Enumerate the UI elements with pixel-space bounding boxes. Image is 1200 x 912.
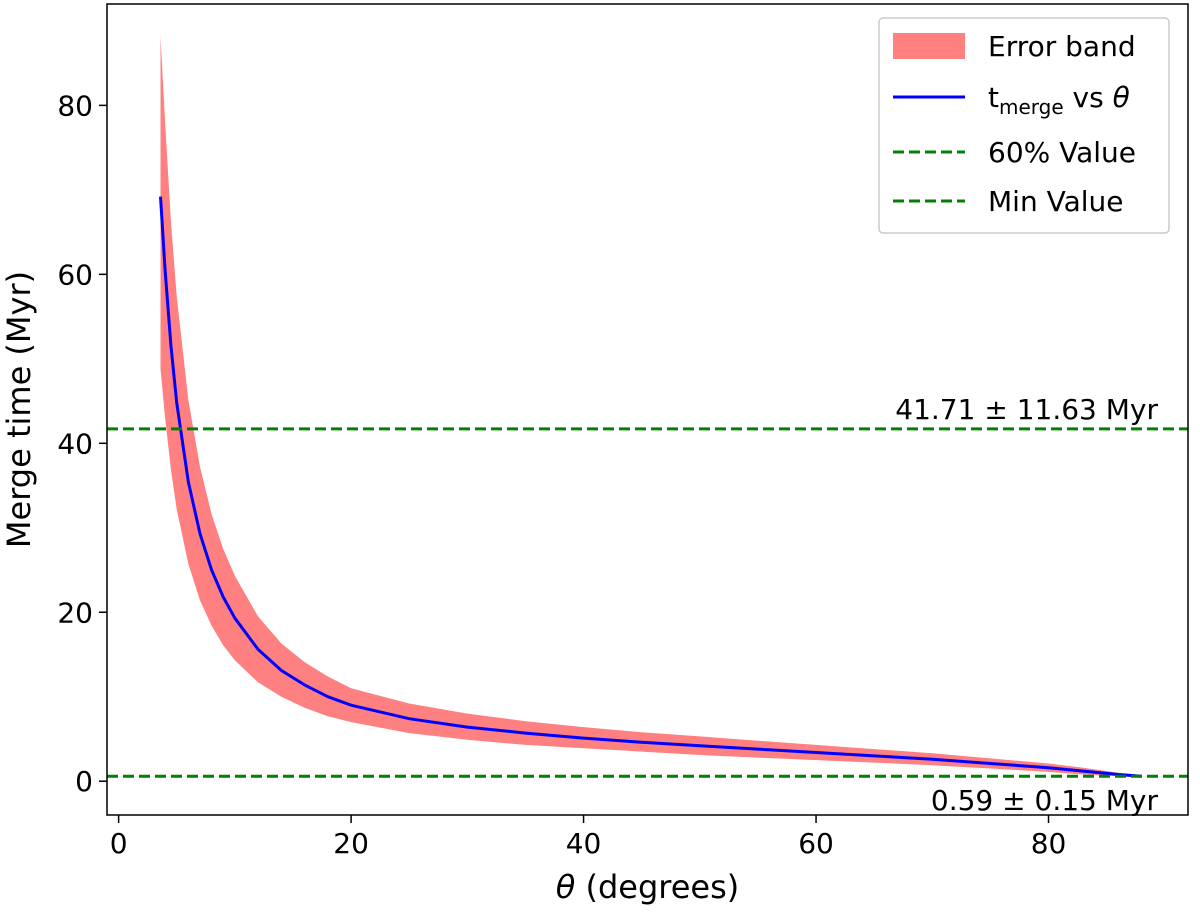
legend-label-curve-main: t	[988, 81, 999, 114]
legend-box	[878, 17, 1170, 234]
legend-label-curve-rest: vs	[1064, 81, 1113, 114]
legend-swatch-error-band	[893, 33, 965, 59]
x-axis-label-symbol: θ	[556, 868, 576, 906]
x-axis-label-text: (degrees)	[575, 868, 739, 906]
curve-layer	[159, 196, 1142, 778]
legend-label-min: Min Value	[988, 185, 1123, 218]
merge-time-curve	[159, 196, 1142, 778]
x-tick-label-80: 80	[1031, 827, 1067, 860]
legend-label-60pct: 60% Value	[988, 136, 1136, 169]
y-tick-label-0: 0	[75, 765, 93, 798]
legend: Error band tmerge vs θ 60% Value Min Val…	[878, 17, 1170, 234]
hline-layer	[107, 427, 1188, 778]
legend-label-curve-symbol: θ	[1113, 81, 1130, 114]
x-axis-label: θ (degrees)	[556, 868, 740, 906]
plot-frame	[106, 3, 1189, 816]
y-axis-label: Merge time (Myr)	[0, 271, 38, 548]
hline-annotation-min: 0.59 ± 0.15 Myr	[931, 784, 1159, 817]
tick-layer: 0 20 40 60 80 0 20 40 60 80	[57, 89, 1066, 860]
legend-label-curve: tmerge vs θ	[988, 81, 1130, 119]
x-tick-label-0: 0	[110, 827, 128, 860]
x-tick-label-20: 20	[333, 827, 369, 860]
y-tick-label-80: 80	[57, 89, 93, 122]
x-tick-label-40: 40	[566, 827, 602, 860]
y-tick-label-60: 60	[57, 258, 93, 291]
x-tick-label-60: 60	[798, 827, 834, 860]
legend-label-error-band: Error band	[988, 30, 1136, 63]
hline-annotation-60pct: 41.71 ± 11.63 Myr	[895, 393, 1158, 426]
y-tick-label-40: 40	[57, 427, 93, 460]
legend-label-curve-sub: merge	[999, 95, 1064, 119]
y-tick-label-20: 20	[57, 596, 93, 629]
